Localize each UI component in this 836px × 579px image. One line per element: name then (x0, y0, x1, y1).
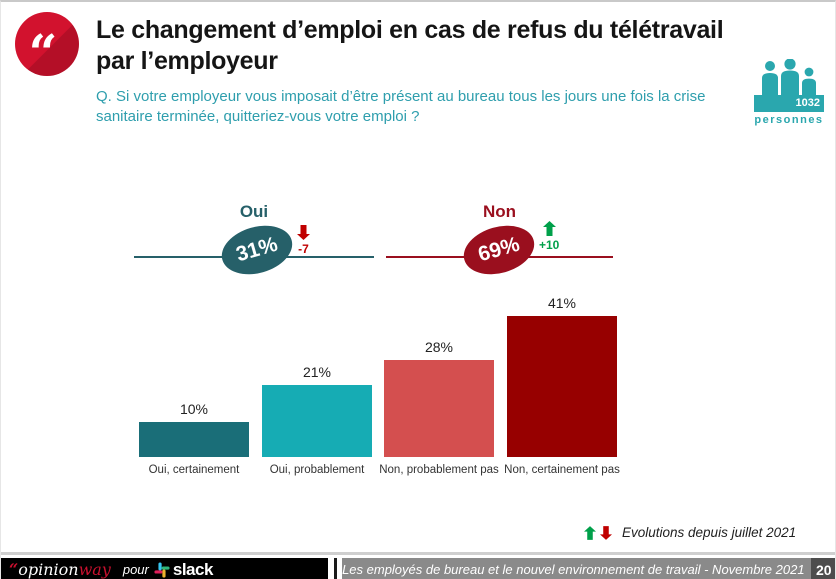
bar-category-label: Oui, certainement (148, 464, 240, 476)
bar-category-label: Non, probablement pas (379, 464, 499, 476)
evolution-legend: Evolutions depuis juillet 2021 (584, 525, 796, 540)
slack-logo: slack (154, 560, 213, 579)
bar-category-label: Oui, probablement (269, 464, 365, 476)
survey-question-line2: sanitaire terminée, quitteriez-vous votr… (96, 108, 420, 125)
oui-total-oval: 31% (216, 217, 298, 283)
bar (262, 385, 372, 457)
sample-size-badge: 1032 personnes (745, 59, 833, 126)
survey-question: Q. Si votre employeur vous imposait d’êt… (96, 87, 746, 127)
legend-arrow-up-icon (584, 525, 596, 540)
opinionway-logo: “opinionway (9, 560, 111, 579)
footer: “opinionway pour slack Les employés de b… (1, 558, 835, 579)
bar (139, 422, 249, 457)
opinionway-quote: “ (9, 560, 19, 579)
opinionway-name-1: opinion (18, 560, 79, 579)
legend-text: Evolutions depuis juillet 2021 (622, 525, 797, 540)
legend-arrow-down-icon (600, 525, 612, 540)
group-label-non: Non (482, 202, 517, 221)
page-number: 20 (810, 558, 835, 579)
bar-value-label: 10% (179, 401, 209, 417)
non-change: +10 (539, 221, 559, 252)
quote-icon: “ (15, 12, 79, 76)
report-title: Les employés de bureau et le nouvel envi… (342, 558, 811, 579)
group-label-oui: Oui (239, 202, 269, 221)
opinionway-name-2: way (78, 560, 111, 579)
quote-glyph: “ (28, 22, 58, 76)
page-title-line1: Le changement d’emploi en cas de refus d… (96, 16, 724, 44)
bar-category-label: Non, certainement pas (504, 464, 620, 476)
bar-value-label: 21% (302, 364, 332, 380)
footer-separator (1, 552, 835, 555)
footer-divider (327, 558, 343, 579)
non-change-value: +10 (539, 238, 560, 252)
arrow-down-icon (297, 225, 310, 240)
sample-count: 1032 (754, 95, 824, 112)
bar-value-label: 28% (424, 339, 454, 355)
slack-hash-icon (154, 561, 170, 578)
survey-question-line1: Q. Si votre employeur vous imposait d’êt… (96, 88, 706, 105)
bar (507, 316, 617, 457)
people-icon (762, 59, 816, 97)
bar (384, 360, 494, 457)
bar-value-label: 41% (547, 295, 577, 311)
page-title: Le changement d’emploi en cas de refus d… (96, 15, 776, 77)
sample-unit: personnes (754, 114, 824, 126)
footer-connector: pour (122, 562, 149, 577)
oui-change: -7 (297, 225, 310, 256)
arrow-up-icon (542, 221, 556, 236)
non-total-oval: 69% (458, 217, 540, 283)
oui-change-value: -7 (298, 242, 309, 256)
footer-brands: “opinionway pour slack (1, 558, 328, 579)
page-title-line2: par l’employeur (96, 47, 278, 75)
slack-name: slack (172, 559, 214, 579)
